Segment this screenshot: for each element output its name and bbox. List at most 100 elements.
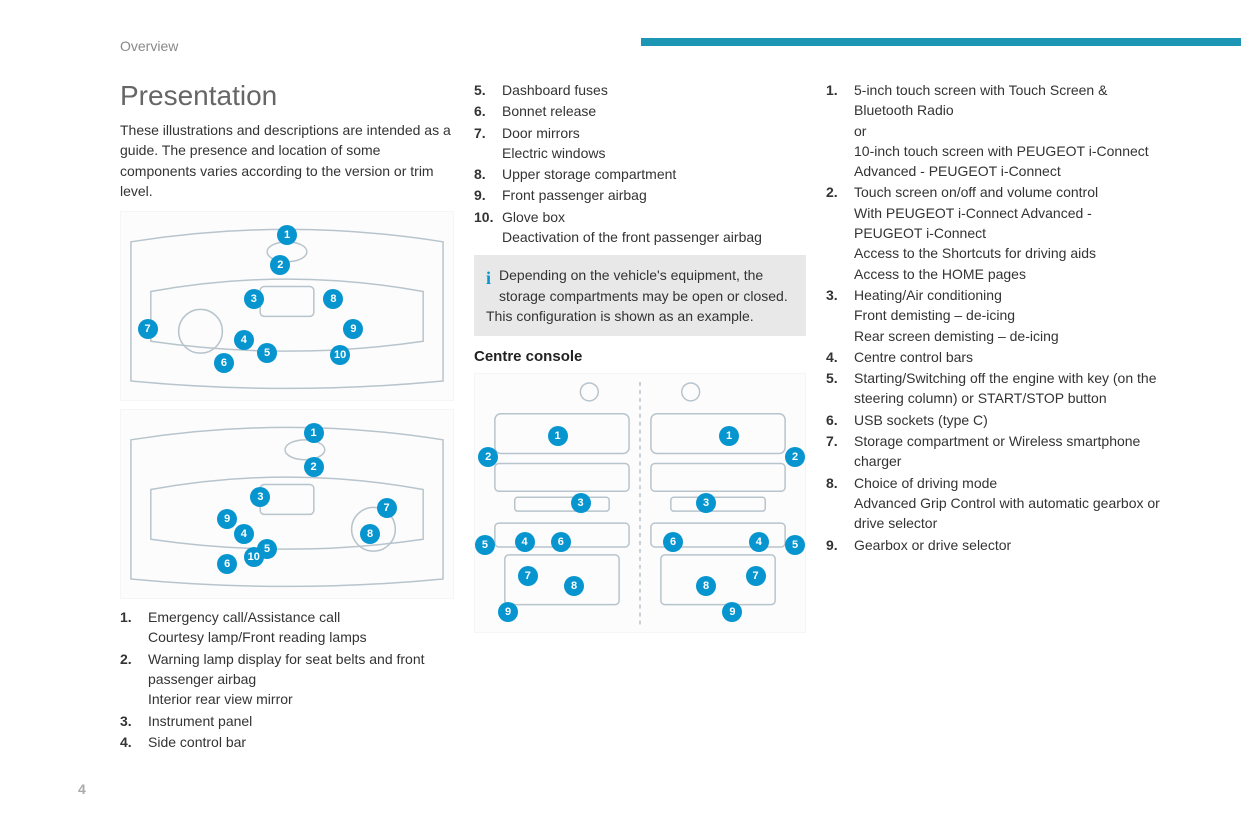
list-item-number: 8. — [826, 473, 854, 534]
column-2: 5.Dashboard fuses6.Bonnet release7.Door … — [474, 80, 806, 753]
list-item: 2.Touch screen on/off and volume control… — [826, 182, 1160, 283]
diagram-marker: 5 — [785, 535, 805, 555]
list-item: 5.Starting/Switching off the engine with… — [826, 368, 1160, 409]
list-item-text: Gearbox or drive selector — [854, 535, 1160, 555]
list-item: 8.Choice of driving mode Advanced Grip C… — [826, 473, 1160, 534]
list-item-number: 6. — [826, 410, 854, 430]
list-item: 3.Instrument panel — [120, 711, 454, 731]
list-item-number: 1. — [826, 80, 854, 181]
diagram-marker: 10 — [244, 547, 264, 567]
list-item-number: 9. — [826, 535, 854, 555]
list-item: 1.Emergency call/Assistance call Courtes… — [120, 607, 454, 648]
intro-text: These illustrations and descriptions are… — [120, 120, 454, 201]
list-item-text: Front passenger airbag — [502, 185, 806, 205]
list-item: 6.USB sockets (type C) — [826, 410, 1160, 430]
list-item-text: Storage compartment or Wireless smartpho… — [854, 431, 1160, 472]
page-title: Presentation — [120, 80, 454, 112]
list-item-text: Emergency call/Assistance call Courtesy … — [148, 607, 454, 648]
diagram-marker: 2 — [304, 457, 324, 477]
list-item: 9.Front passenger airbag — [474, 185, 806, 205]
list-item: 8.Upper storage compartment — [474, 164, 806, 184]
diagram-marker: 3 — [250, 487, 270, 507]
list-item: 7.Storage compartment or Wireless smartp… — [826, 431, 1160, 472]
list-item-text: Instrument panel — [148, 711, 454, 731]
list-item: 1.5-inch touch screen with Touch Screen … — [826, 80, 1160, 181]
dashboard-outline-2 — [121, 410, 453, 599]
list-item-number: 3. — [826, 285, 854, 346]
diagram-marker: 4 — [749, 532, 769, 552]
console-outline — [475, 374, 805, 632]
centre-console-diagram: 123456789123456789 — [474, 373, 806, 633]
list-item-text: Warning lamp display for seat belts and … — [148, 649, 454, 710]
header-accent-bar — [641, 38, 1241, 46]
diagram-marker: 9 — [722, 602, 742, 622]
diagram-marker: 7 — [138, 319, 158, 339]
list-item-text: 5-inch touch screen with Touch Screen & … — [854, 80, 1160, 181]
list-item: 2.Warning lamp display for seat belts an… — [120, 649, 454, 710]
dashboard-legend-list-1: 1.Emergency call/Assistance call Courtes… — [120, 607, 454, 752]
list-item: 6.Bonnet release — [474, 101, 806, 121]
diagram-marker: 8 — [564, 576, 584, 596]
diagram-marker: 10 — [330, 345, 350, 365]
column-1: Presentation These illustrations and des… — [120, 80, 454, 753]
list-item-number: 6. — [474, 101, 502, 121]
diagram-marker: 7 — [518, 566, 538, 586]
diagram-marker: 8 — [696, 576, 716, 596]
centre-console-heading: Centre console — [474, 348, 806, 365]
column-3: 1.5-inch touch screen with Touch Screen … — [826, 80, 1160, 753]
diagram-marker: 4 — [515, 532, 535, 552]
list-item-text: Choice of driving mode Advanced Grip Con… — [854, 473, 1160, 534]
diagram-marker: 9 — [498, 602, 518, 622]
diagram-marker: 4 — [234, 524, 254, 544]
diagram-marker: 1 — [719, 426, 739, 446]
diagram-marker: 5 — [257, 343, 277, 363]
list-item-number: 2. — [826, 182, 854, 283]
diagram-marker: 6 — [214, 353, 234, 373]
list-item: 4.Centre control bars — [826, 347, 1160, 367]
list-item-number: 8. — [474, 164, 502, 184]
list-item: 4.Side control bar — [120, 732, 454, 752]
list-item-text: Door mirrors Electric windows — [502, 123, 806, 164]
list-item: 5.Dashboard fuses — [474, 80, 806, 100]
list-item-text: Starting/Switching off the engine with k… — [854, 368, 1160, 409]
list-item-number: 5. — [826, 368, 854, 409]
list-item: 3.Heating/Air conditioning Front demisti… — [826, 285, 1160, 346]
list-item-text: Touch screen on/off and volume control W… — [854, 182, 1160, 283]
list-item-number: 9. — [474, 185, 502, 205]
diagram-marker: 7 — [746, 566, 766, 586]
list-item-number: 5. — [474, 80, 502, 100]
diagram-marker: 6 — [663, 532, 683, 552]
list-item-number: 4. — [826, 347, 854, 367]
info-note: i Depending on the vehicle's equipment, … — [474, 255, 806, 336]
dashboard-legend-list-2: 5.Dashboard fuses6.Bonnet release7.Door … — [474, 80, 806, 247]
list-item-number: 7. — [826, 431, 854, 472]
diagram-marker: 6 — [217, 554, 237, 574]
list-item-text: Upper storage compartment — [502, 164, 806, 184]
list-item-number: 7. — [474, 123, 502, 164]
diagram-marker: 2 — [785, 447, 805, 467]
list-item-number: 4. — [120, 732, 148, 752]
centre-console-legend-list: 1.5-inch touch screen with Touch Screen … — [826, 80, 1160, 555]
diagram-marker: 8 — [360, 524, 380, 544]
diagram-marker: 8 — [323, 289, 343, 309]
list-item-text: Side control bar — [148, 732, 454, 752]
list-item-text: Centre control bars — [854, 347, 1160, 367]
diagram-marker: 3 — [244, 289, 264, 309]
diagram-marker: 1 — [548, 426, 568, 446]
diagram-marker: 5 — [475, 535, 495, 555]
list-item-number: 1. — [120, 607, 148, 648]
diagram-marker: 3 — [571, 493, 591, 513]
list-item-text: Bonnet release — [502, 101, 806, 121]
diagram-marker: 4 — [234, 330, 254, 350]
diagram-marker: 6 — [551, 532, 571, 552]
diagram-marker: 3 — [696, 493, 716, 513]
diagram-marker: 1 — [304, 423, 324, 443]
dashboard-diagram-1: 12345678910 — [120, 211, 454, 401]
list-item-number: 3. — [120, 711, 148, 731]
page-number: 4 — [78, 781, 86, 797]
list-item: 10.Glove box Deactivation of the front p… — [474, 207, 806, 248]
info-text: Depending on the vehicle's equipment, th… — [486, 267, 788, 324]
diagram-marker: 7 — [377, 498, 397, 518]
list-item-number: 10. — [474, 207, 502, 248]
list-item-text: Dashboard fuses — [502, 80, 806, 100]
